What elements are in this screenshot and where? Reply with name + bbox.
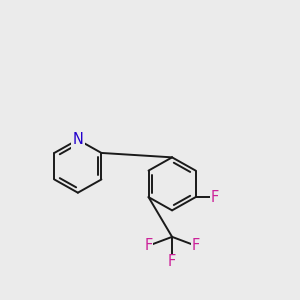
Text: N: N: [72, 132, 83, 147]
Text: F: F: [168, 254, 176, 269]
Text: F: F: [191, 238, 200, 253]
Text: F: F: [211, 190, 219, 205]
Text: F: F: [144, 238, 153, 253]
